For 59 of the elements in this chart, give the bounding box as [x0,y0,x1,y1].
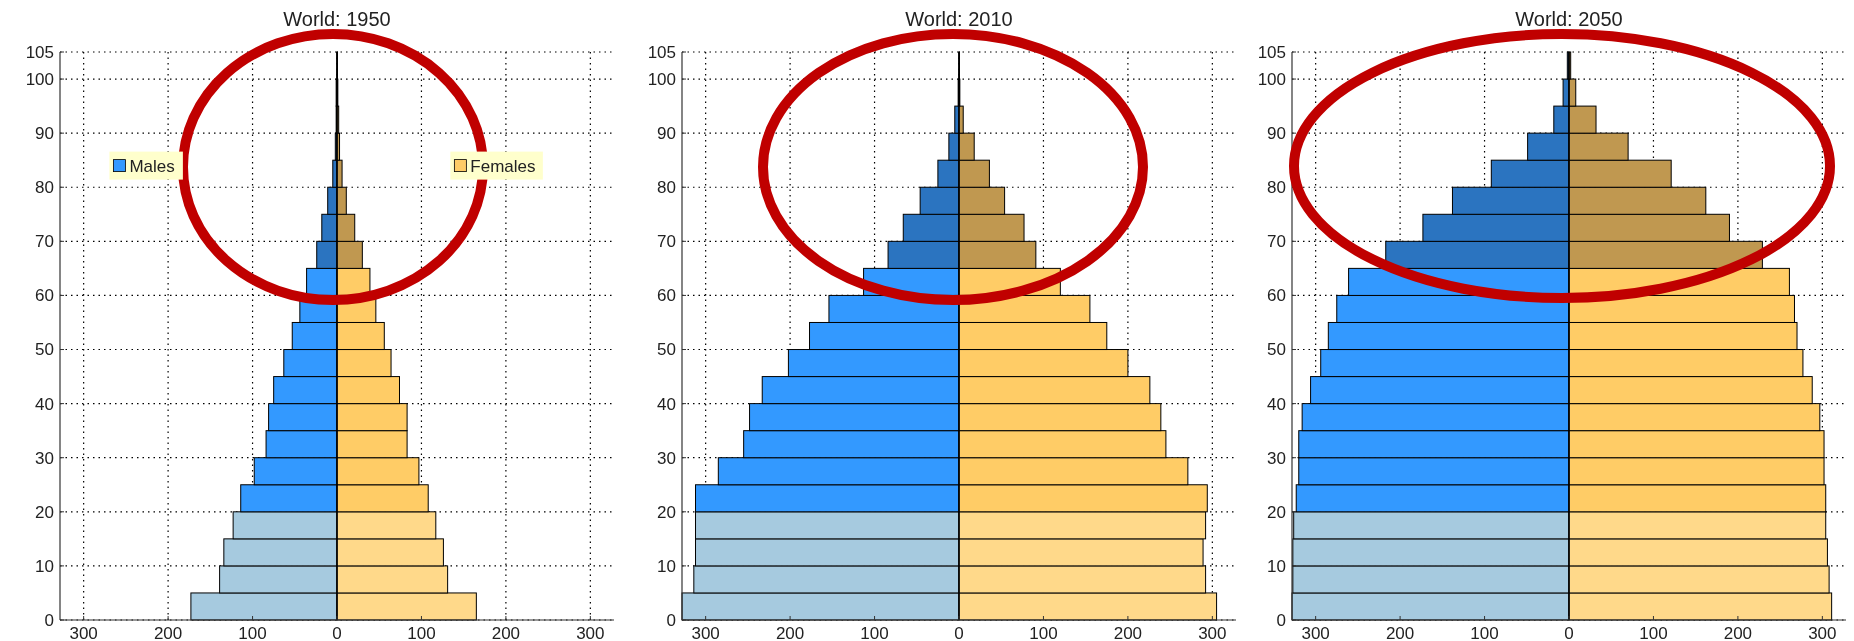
x-tick-label: 100 [860,624,889,641]
x-tick-label: 200 [1385,624,1415,641]
x-tick-label: 0 [954,624,964,641]
y-tick-label: 20 [657,502,676,522]
x-tick-label: 100 [1029,624,1058,641]
y-tick-label: 40 [657,394,676,414]
x-tick-label: 300 [576,624,605,641]
y-tick-label: 70 [1267,232,1286,252]
y-tick-label: 20 [1267,502,1286,522]
y-tick-label: 40 [1267,394,1286,414]
x-tick-label: 300 [69,624,98,641]
y-tick-label: 20 [35,502,54,522]
y-tick-label: 100 [1257,70,1286,89]
x-tick-label: 100 [238,624,267,641]
y-tick-label: 105 [25,42,54,62]
x-tick-label: 0 [1564,624,1574,641]
x-tick-label: 300 [691,624,720,641]
legend-label: Females [470,156,536,176]
y-tick-label: 105 [1257,42,1286,62]
y-tick-label: 50 [35,340,54,360]
x-tick-label: 200 [153,624,183,641]
y-tick-label: 80 [1267,178,1286,198]
y-tick-label: 30 [1267,448,1286,468]
x-tick-label: 200 [775,624,805,641]
y-tick-label: 40 [35,394,54,414]
y-tick-label: 80 [35,178,54,198]
chart-title: World: 1950 [283,8,391,30]
y-tick-label: 80 [657,178,676,198]
x-tick-label: 300 [1301,624,1330,641]
x-tick-label: 100 [407,624,436,641]
y-tick-label: 30 [35,448,54,468]
chart-title: World: 2010 [905,8,1013,30]
y-tick-label: 50 [657,340,676,360]
y-tick-label: 50 [1267,340,1286,360]
chart-title: World: 2050 [1515,8,1623,30]
y-tick-label: 10 [657,556,676,576]
y-tick-label: 10 [35,556,54,576]
legend-label: Males [129,156,175,176]
x-tick-label: 300 [1198,624,1227,641]
x-tick-label: 300 [1808,624,1837,641]
x-tick-label: 200 [1113,624,1143,641]
y-tick-label: 105 [647,42,676,62]
x-tick-label: 100 [1470,624,1499,641]
x-tick-label: 200 [491,624,521,641]
x-tick-label: 200 [1723,624,1753,641]
y-tick-label: 90 [35,124,54,144]
y-tick-label: 60 [657,286,676,306]
x-tick-label: 100 [1639,624,1668,641]
y-tick-label: 70 [657,232,676,252]
y-tick-label: 70 [35,232,54,252]
y-tick-label: 100 [647,70,676,89]
y-tick-label: 30 [657,448,676,468]
x-tick-label: 0 [332,624,342,641]
y-tick-label: 90 [657,124,676,144]
y-tick-label: 60 [35,286,54,306]
y-tick-label: 60 [1267,286,1286,306]
y-tick-label: 100 [25,70,54,89]
y-tick-label: 10 [1267,556,1286,576]
y-tick-label: 90 [1267,124,1286,144]
